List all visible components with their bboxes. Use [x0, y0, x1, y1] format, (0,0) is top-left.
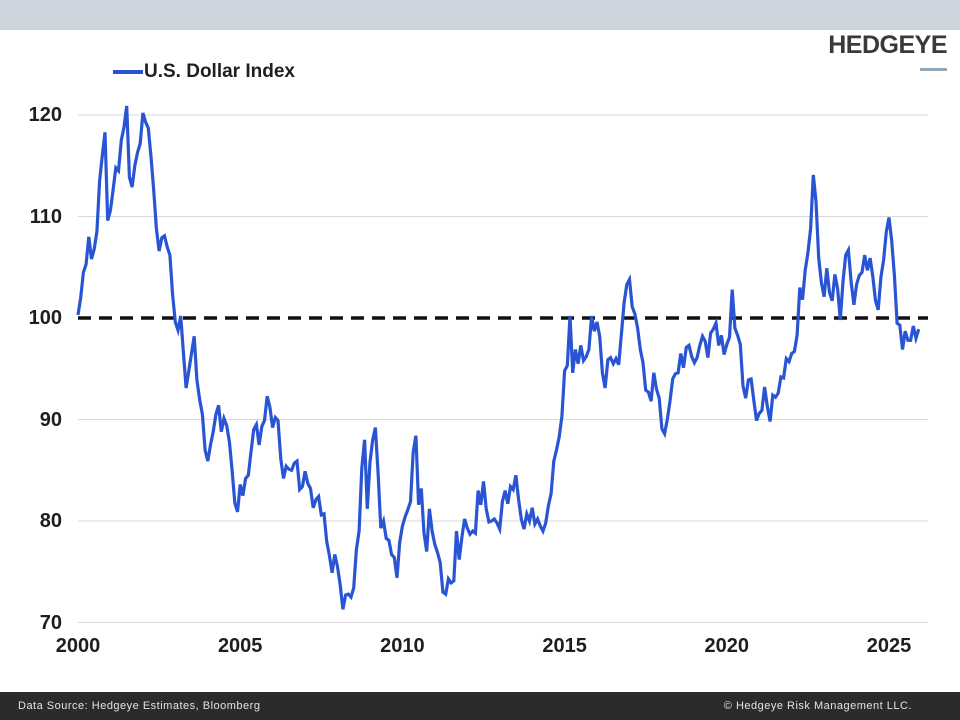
x-axis-tick-label: 2010: [380, 635, 425, 657]
legend-label: U.S. Dollar Index: [144, 61, 295, 82]
y-axis-tick-label: 90: [39, 408, 62, 431]
data-source-text: Data Source: Hedgeye Estimates, Bloomber…: [18, 700, 261, 712]
y-axis-tick-label: 110: [29, 205, 62, 228]
x-axis-tick-label: 2020: [704, 635, 750, 657]
hedgeye-logo-text: HEDGEYE: [828, 31, 947, 59]
y-axis-tick-label: 80: [39, 510, 62, 532]
top-accent-bar: [0, 0, 960, 30]
x-axis-tick-label: 2000: [55, 635, 101, 657]
chart-legend: U.S. Dollar Index: [113, 61, 295, 83]
y-axis-tick-label: 70: [39, 611, 62, 634]
y-axis-tick-label: 120: [28, 104, 62, 126]
logo-underline: [920, 68, 947, 71]
dollar-index-series-line: [76, 105, 921, 610]
footer-bar: Data Source: Hedgeye Estimates, Bloomber…: [0, 692, 960, 720]
copyright-text: © Hedgeye Risk Management LLC.: [723, 700, 912, 712]
x-axis-tick-label: 2025: [866, 635, 912, 657]
hedgeye-logo: HEDGEYE: [828, 33, 947, 76]
x-axis-tick-label: 2015: [542, 635, 587, 657]
y-axis-tick-label: 100: [28, 307, 62, 329]
legend-line-swatch: [113, 70, 143, 74]
x-axis-tick-label: 2005: [217, 635, 263, 657]
